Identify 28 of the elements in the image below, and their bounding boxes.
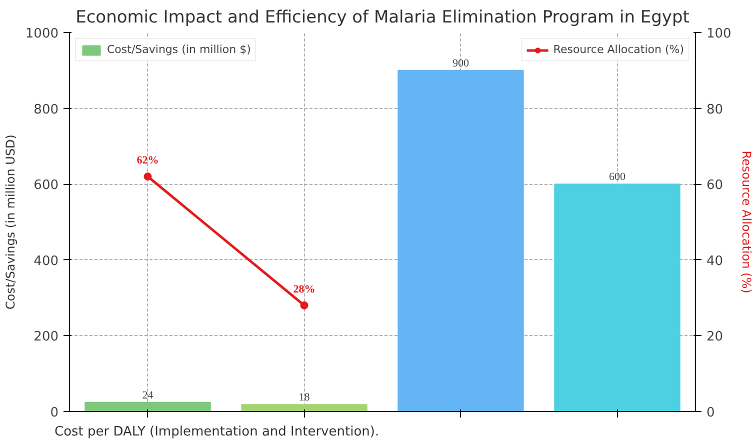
- text: Cost per DALY (Implementation and Intervention).: [54, 424, 380, 440]
- bar: [241, 404, 368, 412]
- data-label: 900: [452, 57, 470, 70]
- y-axis-title: Cost/Savings (in million USD): [3, 134, 18, 310]
- chart-title: Economic Impact and Efficiency of Malaria Elimination Program in Egypt: [76, 8, 690, 28]
- y2-axis-title: Resource Allocation (%): [739, 150, 754, 294]
- y-tick-label: 200: [34, 330, 59, 345]
- y2-tick-label: 100: [706, 26, 732, 42]
- y2-tick-label: 40: [706, 254, 724, 269]
- data-label: 28%: [293, 283, 316, 296]
- y-tick-label: 1000: [25, 26, 59, 42]
- y-tick-label: 600: [34, 178, 59, 194]
- legend-label: Cost/Savings (in million $): [107, 43, 251, 56]
- y2-tick-label: 0: [706, 406, 715, 420]
- bar: [398, 70, 524, 412]
- data-label: 18: [298, 392, 310, 404]
- data-label: 62%: [136, 154, 159, 167]
- y-tick-label: 800: [34, 102, 59, 118]
- y-tick-label: 400: [34, 254, 59, 269]
- bar: [554, 184, 680, 412]
- y-tick-label: 0: [50, 406, 59, 420]
- data-label: 600: [609, 171, 626, 184]
- y2-tick-label: 80: [706, 102, 724, 118]
- y2-tick-label: 20: [706, 330, 724, 345]
- bar: [84, 402, 211, 412]
- legend-label: Resource Allocation (%): [553, 43, 684, 56]
- y2-tick-label: 60: [706, 178, 724, 194]
- data-label: 24: [142, 389, 154, 402]
